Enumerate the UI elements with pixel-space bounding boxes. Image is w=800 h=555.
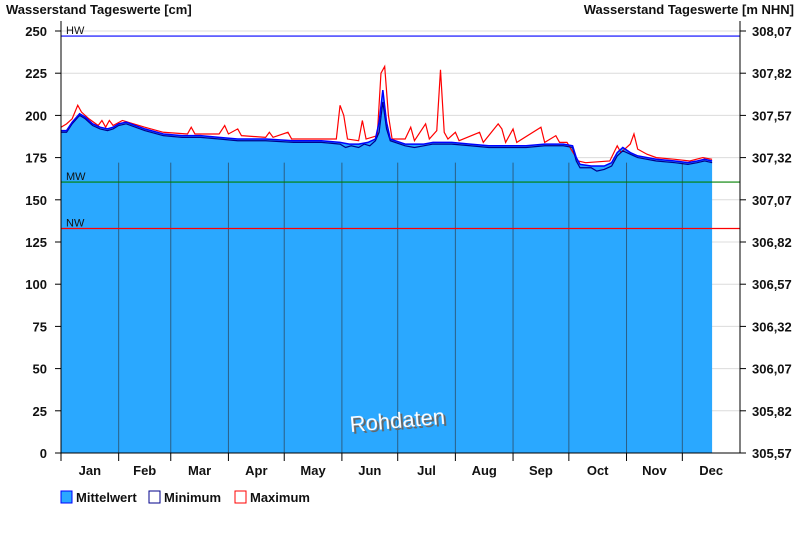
y-tick-label: 150 xyxy=(25,193,47,208)
y-tick-label: 50 xyxy=(33,362,47,377)
month-label: May xyxy=(300,463,326,478)
reference-label: NW xyxy=(66,217,85,229)
right-axis-title: Wasserstand Tageswerte [m NHN] xyxy=(584,2,794,17)
y-tick-label: 100 xyxy=(25,277,47,292)
y-tick-label: 0 xyxy=(40,446,47,461)
y-right-tick-label: 307,32 xyxy=(752,151,792,166)
reference-label: HW xyxy=(66,25,85,37)
y-tick-label: 200 xyxy=(25,108,47,123)
y-tick-label: 125 xyxy=(25,235,47,250)
legend-label-minimum: Minimum xyxy=(164,490,221,505)
min-line xyxy=(61,101,713,172)
y-tick-label: 75 xyxy=(33,319,47,334)
y-right-tick-label: 307,07 xyxy=(752,193,792,208)
legend-swatch-minimum xyxy=(148,490,161,504)
reference-label: MW xyxy=(66,171,86,183)
y-right-tick-label: 306,57 xyxy=(752,277,792,292)
y-tick-label: 175 xyxy=(25,151,47,166)
y-right-tick-label: 307,82 xyxy=(752,66,792,81)
y-tick-label: 225 xyxy=(25,66,47,81)
mean-line xyxy=(61,89,713,167)
max-line xyxy=(60,64,713,164)
month-label: Aug xyxy=(472,463,497,478)
y-right-tick-label: 305,82 xyxy=(752,404,792,419)
y-right-tick-label: 306,07 xyxy=(752,362,792,377)
y-right-tick-label: 306,82 xyxy=(752,235,792,250)
legend-label-maximum: Maximum xyxy=(250,490,310,505)
y-tick-label: 25 xyxy=(33,404,47,419)
left-axis-title: Wasserstand Tageswerte [cm] xyxy=(6,2,192,17)
y-right-tick-label: 305,57 xyxy=(752,446,792,461)
month-label: Apr xyxy=(245,463,267,478)
legend-label-mittelwert: Mittelwert xyxy=(76,490,137,505)
legend-swatch-maximum xyxy=(234,490,247,504)
month-label: Jul xyxy=(417,463,436,478)
mean-area xyxy=(61,90,713,453)
month-label: Feb xyxy=(133,463,156,478)
y-right-tick-label: 308,07 xyxy=(752,24,792,39)
y-right-tick-label: 306,32 xyxy=(752,319,792,334)
y-right-tick-label: 307,57 xyxy=(752,108,792,123)
month-label: Sep xyxy=(529,463,553,478)
month-label: Jun xyxy=(358,463,381,478)
month-label: Oct xyxy=(587,463,609,478)
month-label: Nov xyxy=(642,463,667,478)
y-tick-label: 250 xyxy=(25,24,47,39)
month-label: Dec xyxy=(699,463,723,478)
legend-swatch-mittelwert xyxy=(60,490,73,504)
month-label: Jan xyxy=(79,463,101,478)
month-label: Mar xyxy=(188,463,211,478)
